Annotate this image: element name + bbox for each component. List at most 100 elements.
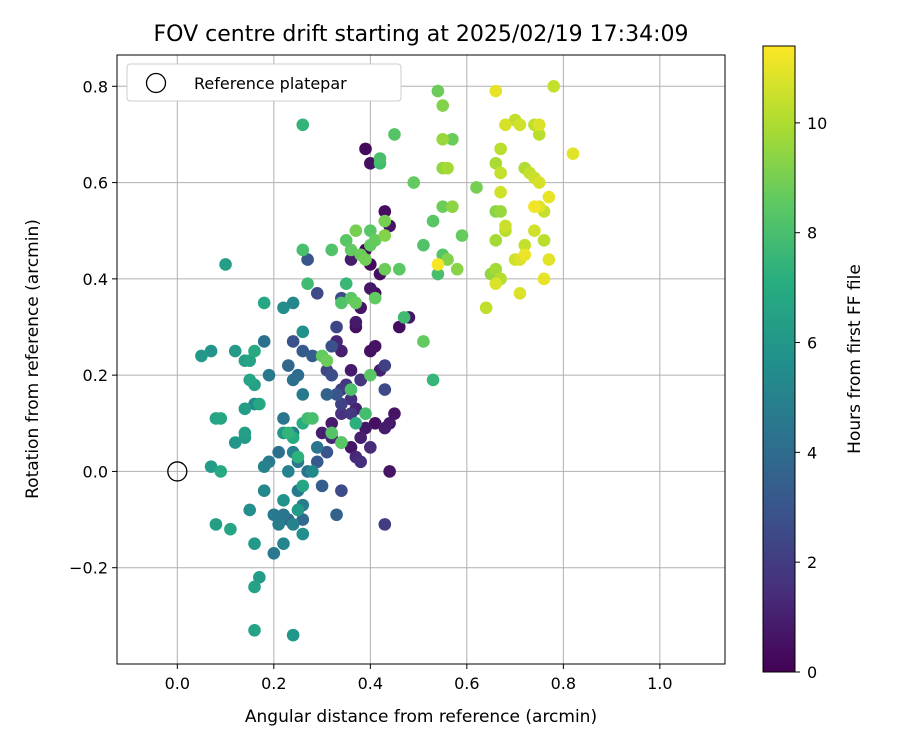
data-point xyxy=(489,262,503,276)
data-point xyxy=(378,383,392,396)
data-point xyxy=(214,465,228,478)
data-point xyxy=(320,354,334,368)
data-point xyxy=(364,368,377,382)
data-point xyxy=(470,181,483,194)
data-point xyxy=(315,426,329,440)
data-point xyxy=(238,426,252,440)
data-point xyxy=(335,484,348,497)
legend-box xyxy=(126,63,402,102)
data-point xyxy=(325,416,339,430)
data-point xyxy=(282,426,295,440)
data-point xyxy=(368,416,382,430)
data-point xyxy=(392,320,406,334)
data-point xyxy=(537,234,551,247)
data-point xyxy=(228,344,242,358)
data-point xyxy=(354,373,367,387)
data-point xyxy=(344,407,358,420)
data-point xyxy=(364,224,377,238)
data-point xyxy=(494,205,507,218)
y-tick-label: 0.6 xyxy=(83,174,108,193)
data-point xyxy=(286,518,300,531)
data-point xyxy=(441,253,454,266)
data-point xyxy=(513,287,527,300)
data-point xyxy=(349,315,363,329)
data-point xyxy=(378,421,392,435)
data-point xyxy=(354,431,367,445)
y-tick-label: 0.4 xyxy=(83,270,108,289)
data-point xyxy=(267,546,281,560)
data-point xyxy=(277,537,290,550)
data-point xyxy=(450,262,464,276)
data-point xyxy=(243,354,256,368)
plot-frame xyxy=(116,54,726,665)
x-tick-label: 1.0 xyxy=(647,674,672,693)
data-point xyxy=(228,436,242,449)
data-point xyxy=(344,441,358,454)
data-point xyxy=(243,503,256,517)
legend: Reference platepar xyxy=(126,63,402,102)
data-point xyxy=(335,296,348,310)
data-point xyxy=(378,518,392,531)
data-point xyxy=(286,628,300,642)
data-point xyxy=(272,518,285,531)
data-point xyxy=(286,373,300,387)
data-point xyxy=(306,349,319,363)
data-point xyxy=(325,243,339,257)
data-point xyxy=(436,132,450,146)
data-point xyxy=(257,460,271,473)
data-point xyxy=(325,368,339,382)
data-point xyxy=(499,219,512,233)
colorbar-tick-label: 0 xyxy=(807,663,817,682)
data-point xyxy=(325,339,339,353)
data-points xyxy=(195,79,580,642)
data-point xyxy=(547,79,560,93)
data-point xyxy=(195,349,208,363)
y-ticks: −0.2 0.0 0.2 0.4 0.6 0.8 xyxy=(69,77,117,578)
reference-point xyxy=(167,461,188,482)
y-tick-label: −0.2 xyxy=(69,559,108,578)
x-ticks: 0.0 0.2 0.4 0.6 0.8 1.0 xyxy=(165,664,673,693)
data-point xyxy=(364,157,377,170)
data-point xyxy=(224,522,237,536)
data-point xyxy=(243,373,256,387)
grid xyxy=(117,55,725,664)
data-point xyxy=(344,392,358,406)
data-point xyxy=(277,412,290,425)
data-point xyxy=(494,185,507,199)
data-point xyxy=(513,118,527,132)
data-point xyxy=(489,84,503,98)
data-point xyxy=(436,200,450,213)
data-point xyxy=(291,503,305,517)
data-point xyxy=(209,518,223,531)
reference-marker xyxy=(167,461,188,482)
data-point xyxy=(378,205,392,218)
data-point xyxy=(335,436,348,449)
data-point xyxy=(248,624,261,637)
data-point xyxy=(335,344,348,358)
data-point xyxy=(349,416,363,430)
chart-title: FOV centre drift starting at 2025/02/19 … xyxy=(154,22,689,47)
data-point xyxy=(566,147,580,160)
data-point xyxy=(204,460,218,473)
data-point xyxy=(277,301,290,315)
data-point xyxy=(359,421,372,435)
data-point xyxy=(368,339,382,353)
data-point xyxy=(344,243,358,257)
data-point xyxy=(494,142,507,156)
data-point xyxy=(446,200,459,213)
data-point xyxy=(310,455,324,469)
data-point xyxy=(532,128,546,141)
data-point xyxy=(537,272,551,286)
data-point xyxy=(542,253,556,266)
data-point xyxy=(518,238,532,252)
data-point xyxy=(320,445,334,459)
data-point xyxy=(397,311,411,324)
x-tick-label: 0.2 xyxy=(261,674,286,693)
data-point xyxy=(296,527,310,541)
colorbar-tick-label: 4 xyxy=(807,443,817,462)
data-point xyxy=(330,320,343,334)
data-point xyxy=(282,359,295,372)
data-point xyxy=(286,335,300,348)
data-point xyxy=(310,441,324,454)
